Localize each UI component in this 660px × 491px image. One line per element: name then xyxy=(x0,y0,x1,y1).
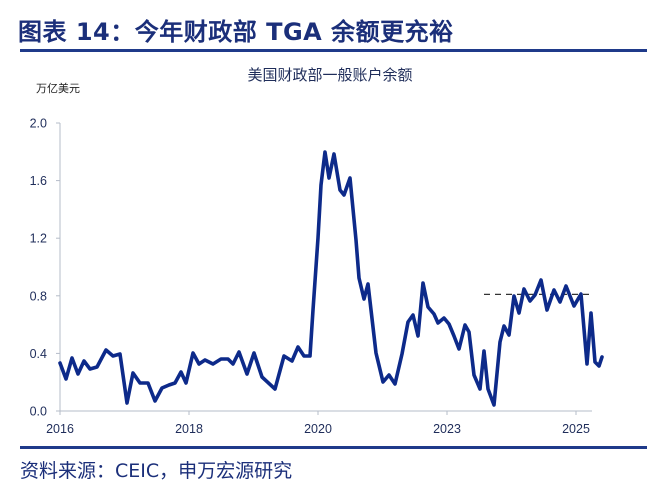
x-tick-label: 2020 xyxy=(304,422,332,436)
y-tick-label: 0.0 xyxy=(30,405,47,419)
y-tick-label: 1.2 xyxy=(30,232,47,246)
y-tick-label: 2.0 xyxy=(30,117,47,131)
y-axis-ticks: 0.0 0.4 0.8 1.2 1.6 2.0 xyxy=(30,117,60,419)
y-tick-label: 0.4 xyxy=(30,347,47,361)
title-divider xyxy=(20,49,647,52)
x-tick-label: 2018 xyxy=(175,422,203,436)
y-axis-unit-label: 万亿美元 xyxy=(36,82,80,95)
chart-title: 美国财政部一般账户余额 xyxy=(247,66,413,84)
y-tick-label: 1.6 xyxy=(30,174,47,188)
source-note: 资料来源：CEIC，申万宏源研究 xyxy=(20,460,293,482)
x-tick-label: 2023 xyxy=(433,422,461,436)
footer-divider xyxy=(20,446,647,449)
tga-balance-line xyxy=(58,150,604,407)
figure-title: 图表 14：今年财政部 TGA 余额更充裕 xyxy=(18,18,454,46)
x-tick-label: 2016 xyxy=(46,422,74,436)
x-axis-ticks: 2016 2018 2020 2023 2025 xyxy=(46,411,590,436)
x-tick-label: 2025 xyxy=(562,422,590,436)
y-tick-label: 0.8 xyxy=(30,289,47,303)
